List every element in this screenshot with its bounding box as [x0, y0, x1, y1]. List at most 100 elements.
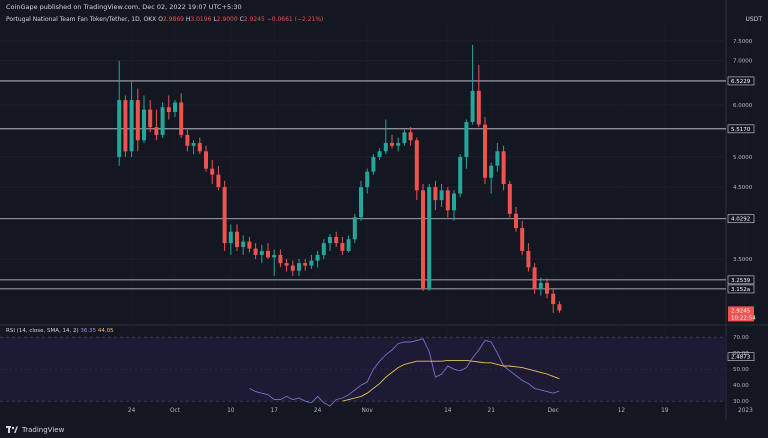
- rsi-line: [249, 338, 560, 407]
- candle-up: [377, 151, 382, 157]
- time-tick-label: 10: [227, 408, 235, 414]
- rsi-tick-label: 70.00: [733, 335, 749, 341]
- candle-up: [452, 193, 456, 211]
- candle-down: [408, 132, 413, 141]
- candle-down: [390, 143, 394, 146]
- time-tick-label: 12: [618, 408, 626, 414]
- time-tick-label: 21: [488, 408, 496, 414]
- candle-down: [253, 248, 258, 255]
- candle-down: [210, 168, 215, 175]
- candle-down: [284, 263, 289, 266]
- candle-down: [433, 187, 438, 201]
- high-value: 3.0196: [190, 16, 212, 23]
- candle-up: [470, 90, 475, 123]
- symbol-title: Portugal National Team Fan Token/Tether,…: [6, 16, 157, 23]
- high-label: H: [185, 16, 191, 23]
- candle-down: [185, 134, 190, 146]
- candle-down: [520, 228, 525, 251]
- candle-down: [247, 241, 252, 249]
- countdown-label: 10:22:54: [731, 315, 756, 321]
- candle-up: [352, 217, 357, 240]
- candle-down: [476, 90, 481, 125]
- candle-down: [483, 124, 487, 178]
- time-tick-label: 24: [128, 408, 136, 414]
- symbol-legend: Portugal National Team Fan Token/Tether,…: [6, 16, 323, 23]
- candle-down: [557, 304, 562, 311]
- footer-brand: TradingView: [6, 426, 64, 434]
- tradingview-logo-icon: [6, 426, 18, 433]
- level-label: 5.5170: [731, 127, 751, 133]
- level-label: 2.4873: [731, 355, 751, 361]
- price-tick-label: 7.5000: [733, 39, 753, 45]
- support-resistance-levels: [0, 80, 726, 358]
- low-value: 2.9000: [216, 16, 238, 23]
- candle-up: [402, 132, 407, 144]
- rsi-tick-label: 30.00: [733, 399, 749, 405]
- close-value: 2.9245: [243, 16, 265, 23]
- candle-down: [179, 102, 184, 135]
- time-tick-label: 14: [444, 408, 452, 414]
- close-label: C: [239, 16, 244, 23]
- candle-down: [532, 267, 537, 290]
- candle-up: [321, 243, 326, 255]
- publisher-note: CoinGape published on TradingView.com, D…: [6, 3, 242, 11]
- candle-up: [173, 102, 177, 113]
- axes: 7.5000 7.0000 6.0000 5.0000 4.5000 3.5000 6.52…: [128, 39, 756, 414]
- open-label: O: [158, 16, 163, 23]
- candle-down: [204, 151, 208, 169]
- candle-down: [445, 190, 450, 211]
- candle-down: [278, 254, 283, 264]
- candle-up: [371, 156, 376, 172]
- candle-down: [303, 263, 308, 266]
- rsi-label: RSI (14, close, SMA, 14, 2): [6, 328, 79, 334]
- candle-down: [197, 143, 202, 152]
- price-tick-label: 3.5000: [733, 257, 753, 263]
- candle-up: [328, 236, 332, 244]
- candle-down: [340, 243, 345, 251]
- candle-down: [545, 282, 549, 294]
- candle-up: [228, 231, 233, 244]
- candle-up: [495, 151, 500, 166]
- candle-down: [526, 250, 531, 268]
- price-tick-label: 4.5000: [733, 185, 753, 191]
- level-label: 4.0292: [731, 217, 750, 223]
- open-value: 2.9869: [162, 16, 184, 23]
- level-tag: [727, 124, 755, 134]
- candle-up: [191, 143, 196, 146]
- candle-up: [142, 109, 146, 141]
- candle-down: [514, 213, 518, 229]
- candle-up: [160, 107, 165, 135]
- price-tick-label: 6.0000: [733, 103, 753, 109]
- rsi-tick-label: 60.00: [733, 351, 749, 357]
- level-label: 6.5229: [731, 79, 751, 85]
- rsi-band: [0, 337, 726, 402]
- rsi-sma-value: 44.05: [97, 328, 114, 334]
- candle-up: [383, 143, 388, 152]
- candle-down: [222, 187, 227, 244]
- time-tick-label: 24: [314, 408, 322, 414]
- candle-up: [315, 254, 320, 261]
- candle-up: [272, 254, 277, 258]
- candle-down: [334, 236, 339, 244]
- candle-up: [346, 239, 351, 251]
- candle-up: [458, 156, 463, 194]
- candle-up: [427, 187, 432, 290]
- time-tick-label: 19: [661, 408, 669, 414]
- level-tag: [727, 275, 755, 285]
- candle-up: [129, 100, 134, 152]
- price-tick-label: 7.0000: [733, 59, 753, 65]
- candle-down: [148, 109, 153, 128]
- level-label: 3.2539: [731, 278, 751, 284]
- level-tag: [727, 352, 755, 362]
- rsi-sma-line: [342, 359, 560, 402]
- candle-up: [297, 263, 301, 271]
- candle-up: [241, 241, 246, 247]
- level-label: 3.152а: [731, 287, 750, 293]
- currency-label: USDT: [745, 16, 763, 23]
- last-price-tag: [728, 306, 754, 322]
- candle-down: [266, 250, 270, 258]
- rsi-tick-label: 50.00: [733, 367, 749, 373]
- level-tag: [727, 214, 755, 224]
- low-label: L: [213, 16, 217, 23]
